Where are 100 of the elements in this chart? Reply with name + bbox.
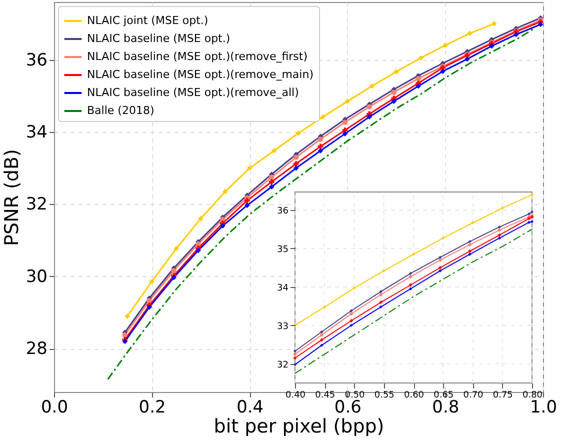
point: [198, 216, 204, 222]
point: [122, 332, 128, 338]
point: [171, 268, 176, 274]
point: [320, 114, 326, 120]
point: [471, 221, 474, 224]
point: [352, 286, 356, 290]
point: [408, 272, 412, 276]
point: [491, 21, 497, 26]
x-tick-label: 1.0: [530, 398, 558, 418]
point: [412, 252, 416, 256]
point: [342, 120, 348, 125]
legend-label: NLAIC baseline (MSE opt.)(remove_main): [87, 68, 314, 81]
point: [379, 305, 382, 308]
point: [350, 324, 353, 327]
point: [244, 198, 250, 204]
point: [344, 98, 350, 104]
point: [318, 136, 324, 142]
point: [320, 344, 324, 347]
point: [366, 114, 372, 120]
point: [530, 193, 534, 196]
point: [498, 225, 501, 229]
point: [379, 290, 382, 294]
point: [500, 206, 504, 210]
x-tick-label: 0.60: [404, 390, 424, 400]
point: [438, 266, 442, 270]
y-tick-label: 36: [277, 206, 289, 217]
x-tick-label: 0.55: [374, 390, 394, 400]
point: [391, 98, 396, 104]
point: [268, 184, 274, 190]
point: [416, 83, 421, 89]
point: [527, 220, 531, 224]
point: [513, 32, 519, 38]
point: [244, 202, 250, 208]
point: [293, 165, 299, 171]
point: [468, 240, 472, 244]
y-tick-label: 34: [277, 283, 289, 294]
point: [293, 352, 297, 356]
legend-label: NLAIC baseline (MSE opt.): [87, 32, 230, 45]
y-tick-label: 32: [277, 360, 288, 370]
x-tick-label: 0.80: [522, 390, 543, 400]
x-tick-label: 0.0: [40, 398, 68, 418]
point: [527, 212, 531, 216]
point: [498, 228, 501, 232]
point: [468, 252, 472, 256]
y-tick-label: 30: [26, 266, 48, 287]
x-tick-label: 0.6: [334, 398, 362, 418]
point: [440, 68, 446, 74]
point: [408, 274, 412, 278]
point: [382, 269, 386, 272]
x-tick-label: 0.65: [434, 390, 454, 400]
point: [394, 69, 399, 74]
x-tick-label: 0.75: [492, 390, 513, 400]
y-axis-title: PSNR (dB): [0, 149, 23, 246]
point: [246, 165, 252, 171]
point: [468, 243, 472, 246]
y-tick-label: 28: [26, 339, 48, 360]
point: [530, 210, 534, 214]
point: [438, 269, 442, 272]
point: [498, 236, 501, 240]
point: [320, 333, 324, 337]
point: [369, 83, 374, 89]
point: [124, 314, 130, 319]
y-tick-label: 35: [277, 244, 288, 255]
y-tick-label: 34: [26, 122, 48, 142]
point: [268, 174, 274, 180]
legend-label: NLAIC baseline (MSE opt.)(remove_all): [87, 86, 299, 99]
point: [538, 22, 543, 28]
point: [489, 43, 494, 49]
x-tick-label: 0.2: [138, 398, 166, 418]
point: [350, 312, 353, 316]
y-tick-label: 32: [26, 194, 48, 215]
point: [366, 104, 372, 110]
point: [146, 298, 152, 304]
point: [467, 30, 472, 36]
point: [320, 338, 324, 342]
legend-label: NLAIC baseline (MSE opt.)(remove_first): [87, 50, 308, 63]
x-tick-label: 0.70: [463, 390, 484, 400]
point: [438, 256, 442, 259]
point: [320, 330, 324, 334]
point: [350, 309, 353, 312]
point: [174, 246, 179, 252]
point: [379, 300, 382, 304]
point: [323, 305, 326, 308]
point: [416, 76, 421, 82]
legend-label: NLAIC joint (MSE opt.): [87, 14, 208, 27]
point: [220, 223, 226, 229]
point: [293, 350, 297, 353]
x-tick-label: 0.8: [432, 398, 460, 418]
x-tick-label: 0.40: [285, 390, 306, 400]
point: [350, 319, 353, 322]
point: [222, 188, 228, 194]
x-tick-label: 0.45: [315, 390, 336, 400]
y-tick-label: 33: [277, 322, 288, 332]
point: [268, 179, 274, 184]
point: [293, 161, 299, 166]
point: [530, 220, 534, 224]
point: [442, 42, 448, 48]
line-series: [293, 193, 534, 327]
point: [468, 250, 472, 253]
point: [296, 130, 302, 136]
